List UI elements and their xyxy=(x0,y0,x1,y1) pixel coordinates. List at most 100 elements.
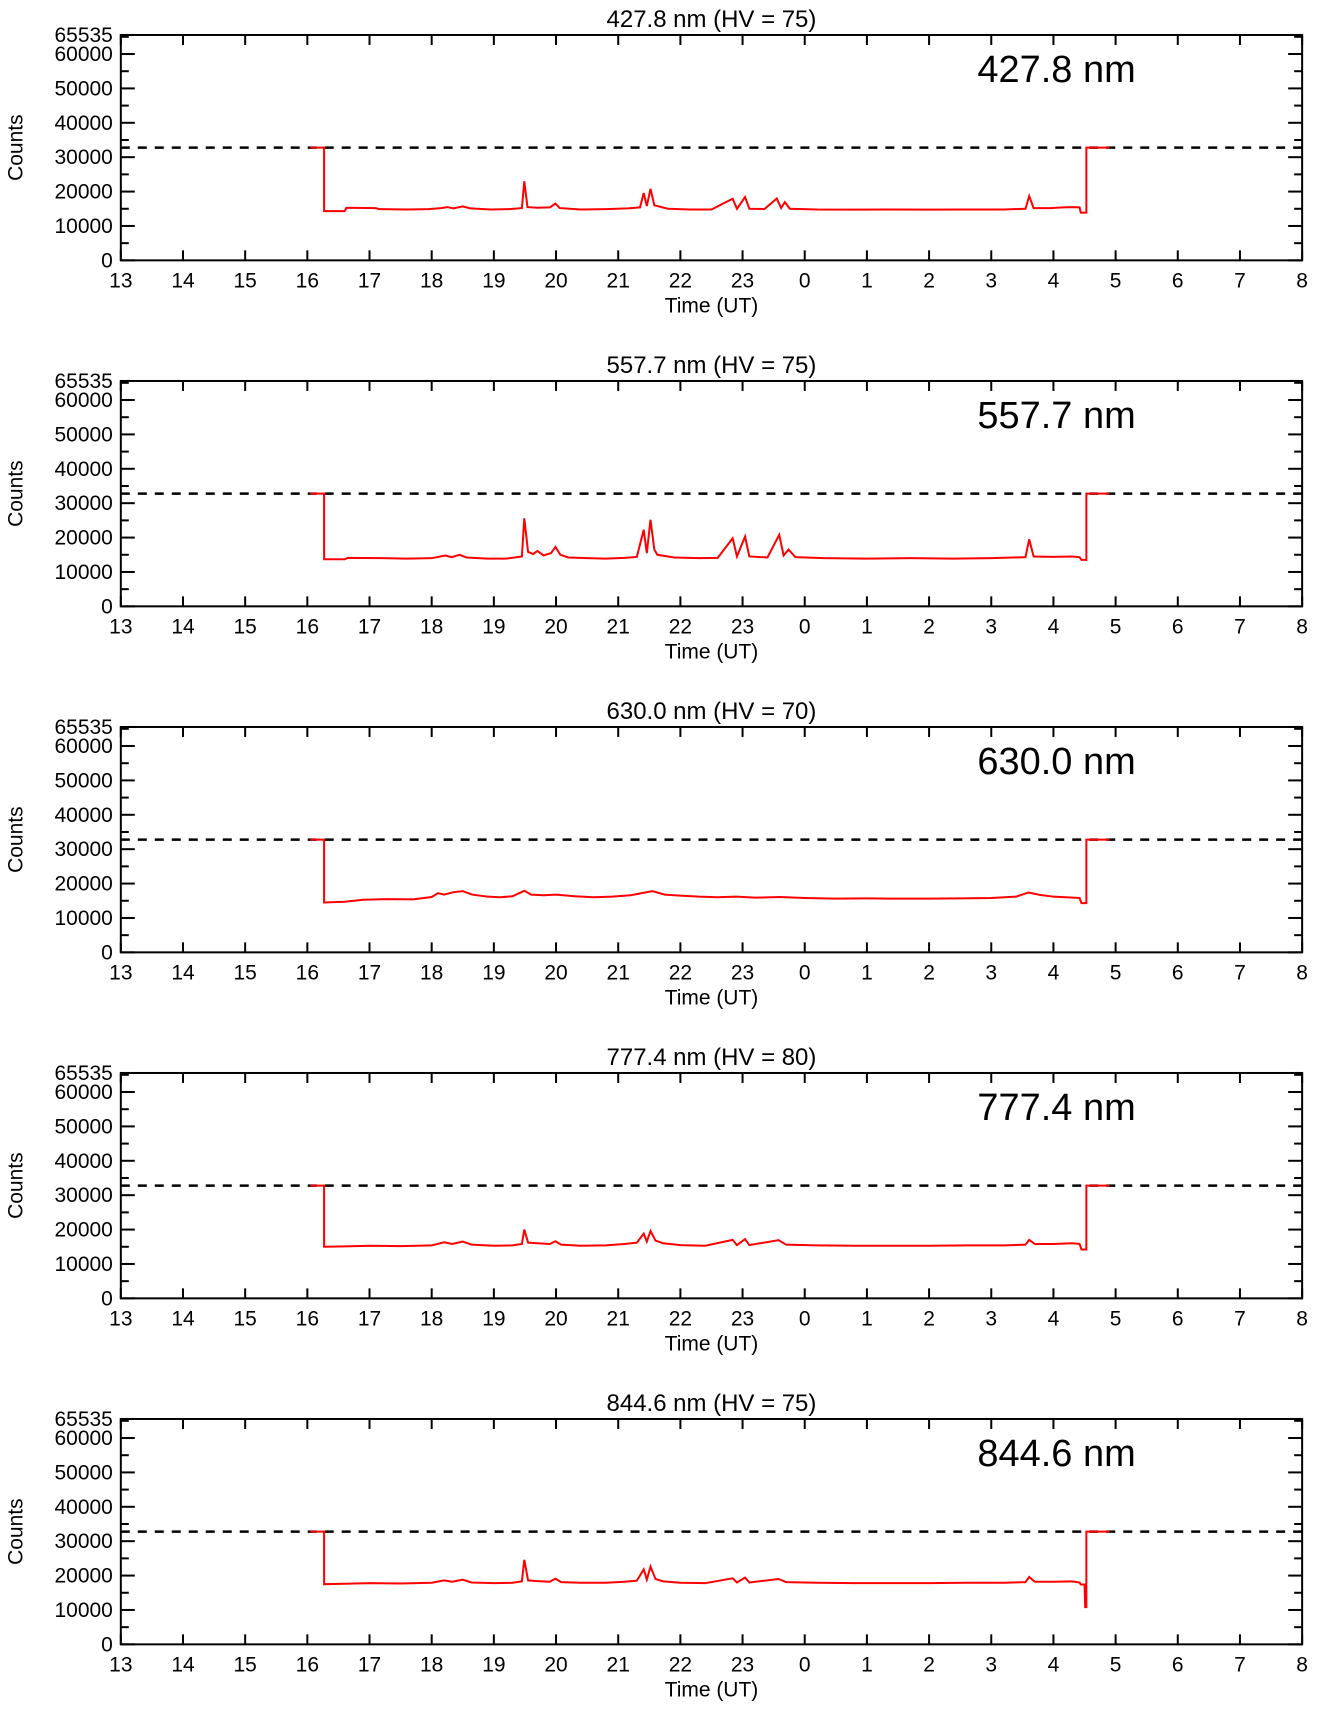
x-tick-label: 21 xyxy=(607,269,630,292)
panel-title: 557.7 nm (HV = 75) xyxy=(607,352,817,379)
x-tick-label: 20 xyxy=(544,1307,567,1330)
x-tick-label: 4 xyxy=(1048,961,1060,984)
x-tick-label: 19 xyxy=(482,269,505,292)
y-tick-label: 10000 xyxy=(55,215,113,238)
y-tick-label: 0 xyxy=(101,941,113,964)
x-tick-label: 16 xyxy=(296,1653,319,1676)
y-tick-label: 60000 xyxy=(55,43,113,66)
x-tick-label: 3 xyxy=(985,1307,997,1330)
x-tick-label: 22 xyxy=(669,615,692,638)
x-tick-label: 2 xyxy=(923,1307,935,1330)
y-tick-label: 60000 xyxy=(55,1427,113,1450)
chart-panel-2: 557.7 nm (HV = 75)13 14 15 16 17 18 19 20 21 22 23… xyxy=(4,352,1308,663)
x-tick-label: 5 xyxy=(1110,269,1122,292)
x-tick-label: 4 xyxy=(1048,615,1060,638)
x-tick-label: 16 xyxy=(296,1307,319,1330)
x-tick-label: 21 xyxy=(607,1307,630,1330)
chart-panel-5: 844.6 nm (HV = 75)13 14 15 16 17 18 19 20 21 22 23… xyxy=(4,1390,1308,1701)
y-tick-label: 20000 xyxy=(55,181,113,204)
x-tick-label: 23 xyxy=(731,615,754,638)
x-tick-label: 20 xyxy=(544,1653,567,1676)
y-tick-label: 20000 xyxy=(55,873,113,896)
x-tick-label: 6 xyxy=(1172,615,1184,638)
x-tick-label: 8 xyxy=(1296,615,1308,638)
corner-wavelength-label: 427.8 nm xyxy=(977,49,1135,91)
y-tick-label: 0 xyxy=(101,1633,113,1656)
x-tick-label: 7 xyxy=(1234,1653,1246,1676)
y-tick-label: 30000 xyxy=(55,146,113,169)
x-tick-label: 14 xyxy=(171,961,195,984)
y-tick-label: 40000 xyxy=(55,458,113,481)
x-tick-label: 7 xyxy=(1234,269,1246,292)
signal-line xyxy=(310,838,1110,905)
x-tick-label: 4 xyxy=(1048,1653,1060,1676)
signal-line xyxy=(310,1530,1110,1609)
panel-title: 777.4 nm (HV = 80) xyxy=(607,1044,817,1071)
y-axis-title: Counts xyxy=(4,1152,27,1218)
x-tick-label: 17 xyxy=(358,1653,381,1676)
x-tick-label: 1 xyxy=(861,961,873,984)
panel-title: 630.0 nm (HV = 70) xyxy=(607,698,817,725)
x-tick-label: 2 xyxy=(923,615,935,638)
x-tick-label: 20 xyxy=(544,615,567,638)
y-tick-label: 30000 xyxy=(55,492,113,515)
panel-title: 844.6 nm (HV = 75) xyxy=(607,1390,817,1417)
x-tick-label: 17 xyxy=(358,269,381,292)
x-tick-label: 8 xyxy=(1296,1307,1308,1330)
y-tick-label: 50000 xyxy=(55,1115,113,1138)
x-tick-label: 17 xyxy=(358,615,381,638)
y-tick-label: 40000 xyxy=(55,1496,113,1519)
y-tick-label: 40000 xyxy=(55,1150,113,1173)
x-tick-label: 14 xyxy=(171,615,195,638)
x-tick-label: 13 xyxy=(109,961,132,984)
y-tick-label: 50000 xyxy=(55,769,113,792)
x-tick-label: 1 xyxy=(861,1653,873,1676)
y-tick-label: 10000 xyxy=(55,907,113,930)
x-tick-label: 6 xyxy=(1172,269,1184,292)
x-tick-label: 16 xyxy=(296,615,319,638)
x-tick-label: 0 xyxy=(799,269,811,292)
x-tick-label: 13 xyxy=(109,269,132,292)
y-tick-label: 65535 xyxy=(55,24,113,47)
x-tick-label: 3 xyxy=(985,961,997,984)
y-tick-label: 0 xyxy=(101,595,113,618)
x-tick-label: 23 xyxy=(731,1653,754,1676)
x-tick-label: 6 xyxy=(1172,961,1184,984)
x-tick-label: 21 xyxy=(607,615,630,638)
x-tick-label: 8 xyxy=(1296,961,1308,984)
chart-panel-3: 630.0 nm (HV = 70)13 14 15 16 17 18 19 20 21 22 23… xyxy=(4,698,1308,1009)
signal-line xyxy=(310,146,1110,214)
x-tick-label: 0 xyxy=(799,1307,811,1330)
x-tick-label: 14 xyxy=(171,1307,195,1330)
y-tick-label: 30000 xyxy=(55,1530,113,1553)
x-tick-label: 18 xyxy=(420,1653,443,1676)
x-tick-label: 18 xyxy=(420,1307,443,1330)
x-tick-label: 18 xyxy=(420,269,443,292)
x-tick-label: 13 xyxy=(109,615,132,638)
y-tick-label: 10000 xyxy=(55,1253,113,1276)
x-tick-label: 22 xyxy=(669,1307,692,1330)
y-tick-label: 65535 xyxy=(55,716,113,739)
x-tick-label: 18 xyxy=(420,961,443,984)
x-tick-label: 22 xyxy=(669,269,692,292)
x-tick-label: 21 xyxy=(607,1653,630,1676)
y-axis-title: Counts xyxy=(4,114,27,180)
x-tick-label: 17 xyxy=(358,1307,381,1330)
chart-panel-4: 777.4 nm (HV = 80)13 14 15 16 17 18 19 20 21 22 23… xyxy=(4,1044,1308,1355)
chart-panel-1: 427.8 nm (HV = 75)13 14 15 16 17 18 19 20 21 22 23… xyxy=(4,6,1308,317)
x-tick-label: 7 xyxy=(1234,961,1246,984)
x-tick-label: 3 xyxy=(985,1653,997,1676)
x-tick-label: 15 xyxy=(234,1653,257,1676)
x-tick-label: 6 xyxy=(1172,1307,1184,1330)
x-tick-label: 14 xyxy=(171,1653,195,1676)
x-tick-label: 16 xyxy=(296,961,319,984)
corner-wavelength-label: 777.4 nm xyxy=(977,1087,1135,1129)
y-tick-label: 0 xyxy=(101,1287,113,1310)
x-tick-label: 4 xyxy=(1048,1307,1060,1330)
x-axis-title: Time (UT) xyxy=(665,294,759,317)
x-tick-label: 2 xyxy=(923,961,935,984)
x-tick-label: 15 xyxy=(234,1307,257,1330)
x-tick-label: 7 xyxy=(1234,615,1246,638)
y-tick-label: 40000 xyxy=(55,804,113,827)
x-tick-label: 23 xyxy=(731,961,754,984)
